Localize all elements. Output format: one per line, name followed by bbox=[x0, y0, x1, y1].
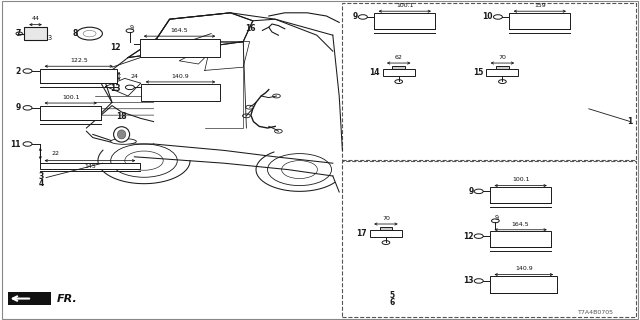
Text: 7: 7 bbox=[16, 29, 21, 38]
Bar bbox=[342, 161, 636, 317]
Text: 70: 70 bbox=[382, 216, 390, 221]
Text: 159: 159 bbox=[534, 3, 546, 8]
Bar bbox=[140, 39, 220, 57]
Text: 12: 12 bbox=[463, 232, 474, 241]
Bar bbox=[8, 292, 51, 305]
Text: 24: 24 bbox=[131, 74, 139, 78]
Text: 17: 17 bbox=[356, 229, 367, 238]
Text: 9: 9 bbox=[129, 25, 133, 31]
Text: 70: 70 bbox=[499, 55, 506, 60]
Text: 18: 18 bbox=[116, 112, 127, 121]
Text: 2: 2 bbox=[16, 67, 21, 76]
Text: 16: 16 bbox=[246, 24, 256, 33]
Text: 164.5: 164.5 bbox=[512, 221, 529, 227]
Bar bbox=[496, 66, 509, 69]
Text: T7A4B0705: T7A4B0705 bbox=[579, 310, 614, 315]
Bar bbox=[40, 163, 140, 169]
Bar bbox=[490, 187, 551, 203]
Text: 3: 3 bbox=[39, 172, 44, 180]
Text: 13: 13 bbox=[463, 276, 474, 285]
Text: 100.1: 100.1 bbox=[512, 177, 529, 182]
Text: 22: 22 bbox=[52, 151, 60, 156]
Ellipse shape bbox=[111, 139, 136, 144]
Text: 122.5: 122.5 bbox=[70, 58, 88, 63]
Text: 10: 10 bbox=[483, 12, 493, 21]
Bar bbox=[342, 3, 636, 160]
Text: 164.5: 164.5 bbox=[171, 28, 188, 33]
Bar bbox=[380, 227, 392, 230]
Text: 100.1: 100.1 bbox=[396, 3, 413, 8]
Ellipse shape bbox=[114, 127, 129, 142]
Text: 13: 13 bbox=[110, 84, 120, 93]
Bar bbox=[24, 27, 47, 40]
Bar bbox=[383, 69, 415, 76]
Text: FR.: FR. bbox=[56, 293, 77, 304]
Text: 9: 9 bbox=[495, 215, 499, 221]
Bar bbox=[370, 230, 402, 237]
Text: 5: 5 bbox=[390, 292, 395, 300]
Ellipse shape bbox=[118, 130, 125, 139]
Text: 62: 62 bbox=[395, 55, 403, 60]
Text: 140.9: 140.9 bbox=[515, 266, 532, 271]
Text: 1: 1 bbox=[627, 117, 632, 126]
Text: 9: 9 bbox=[16, 103, 21, 112]
Bar bbox=[141, 84, 220, 101]
Text: 15: 15 bbox=[473, 68, 483, 77]
Bar bbox=[509, 13, 570, 29]
Text: 100.1: 100.1 bbox=[62, 95, 79, 100]
Bar bbox=[486, 69, 518, 76]
Bar bbox=[40, 106, 101, 120]
Text: 140.9: 140.9 bbox=[172, 74, 189, 79]
Bar bbox=[490, 276, 557, 293]
Text: 3: 3 bbox=[48, 36, 52, 41]
Bar bbox=[40, 69, 117, 83]
Bar bbox=[374, 13, 435, 29]
Text: 14: 14 bbox=[369, 68, 380, 77]
Text: 6: 6 bbox=[390, 298, 395, 307]
Text: 9: 9 bbox=[353, 12, 358, 21]
Text: 9: 9 bbox=[468, 187, 474, 196]
Text: 11: 11 bbox=[11, 140, 21, 148]
Bar bbox=[490, 231, 551, 247]
Text: 44: 44 bbox=[31, 16, 40, 21]
Text: 4: 4 bbox=[39, 179, 44, 188]
Text: 145: 145 bbox=[84, 164, 96, 169]
Text: 12: 12 bbox=[110, 43, 120, 52]
Bar bbox=[392, 66, 405, 69]
Text: 8: 8 bbox=[73, 29, 78, 38]
